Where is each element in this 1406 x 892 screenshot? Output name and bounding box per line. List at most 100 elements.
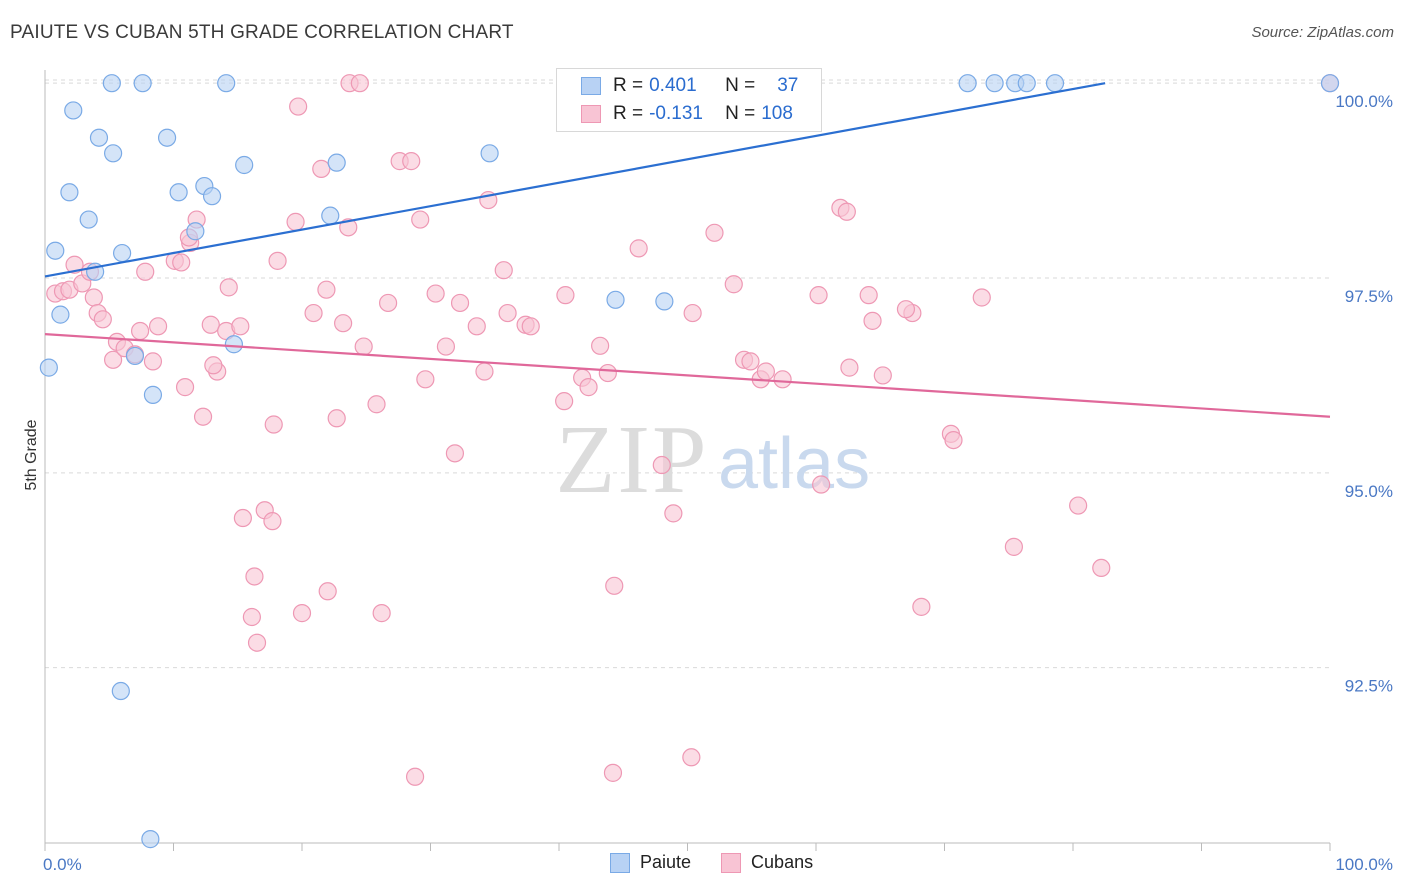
axes [44, 70, 1331, 851]
cubans-point [193, 407, 213, 426]
paiute-point [112, 243, 132, 263]
cubans-point [436, 337, 456, 356]
paiute-point [143, 385, 163, 404]
legend-n-value: 108 [761, 103, 793, 124]
paiute-point [89, 128, 109, 147]
paiute-point [60, 183, 79, 202]
cubans-point [318, 582, 337, 601]
cubans-point [683, 303, 702, 323]
legend: R = 0.401 N = 37 R = -0.131 N = 108 [556, 68, 822, 132]
cubans-point [605, 576, 624, 595]
paiute-point [1017, 74, 1036, 93]
cubans-point [494, 261, 513, 280]
cubans-point [756, 362, 775, 381]
paiute-point [51, 305, 70, 324]
x-tick-label: 100.0% [1335, 855, 1393, 874]
bottom-legend-cubans: Cubans [721, 852, 813, 873]
cubans-point [402, 152, 421, 171]
cubans-swatch [721, 852, 742, 873]
cubans-point [312, 159, 331, 178]
cubans-point [334, 314, 353, 333]
cubans-point [475, 362, 494, 381]
cubans-point [350, 74, 369, 93]
paiute-point [125, 346, 145, 366]
paiute-point [327, 153, 346, 172]
paiute-point [480, 144, 499, 163]
cubans-point [450, 293, 470, 313]
cubans-swatch [581, 105, 601, 123]
cubans-point [201, 315, 220, 334]
cubans-point [65, 255, 84, 274]
legend-row-cubans: R = -0.131 N = 108 [557, 100, 793, 128]
cubans-point [1069, 496, 1088, 515]
cubans-point [859, 286, 878, 305]
paiute-point [202, 187, 222, 206]
paiute-point [157, 128, 177, 147]
cubans-point [233, 508, 252, 528]
cubans-point [809, 286, 828, 305]
paiute-point [655, 292, 674, 311]
cubans-point [339, 218, 358, 237]
legend-n-value: 37 [777, 75, 799, 96]
cubans-point [837, 202, 856, 221]
cubans-point [840, 358, 859, 377]
cubans-point [1092, 558, 1111, 578]
cubans-point [498, 303, 517, 323]
cubans-point [598, 363, 617, 383]
cubans-point [705, 223, 724, 242]
trend-lines [44, 82, 1331, 418]
cubans-point [175, 378, 195, 397]
cubans-point [521, 317, 540, 336]
paiute-trend-line [44, 82, 1106, 278]
paiute-point [606, 290, 625, 309]
paiute-point [985, 74, 1004, 93]
cubans-point [104, 350, 123, 369]
cubans-point [629, 239, 648, 258]
cubans-point [873, 366, 892, 385]
y-tick-label: 100.0% [1335, 92, 1393, 111]
paiute-point [133, 74, 152, 93]
paiute-point [958, 74, 977, 93]
cubans-trend-line [44, 333, 1331, 418]
cubans-point [172, 253, 191, 272]
cubans-point [304, 303, 323, 323]
y-tick-label: 97.5% [1345, 287, 1393, 306]
paiute-point [64, 101, 83, 120]
cubans-point [682, 748, 701, 767]
legend-r-value: -0.131 [649, 103, 703, 124]
cubans-point [204, 356, 223, 375]
paiute-point [169, 183, 188, 202]
cubans-point [378, 293, 398, 313]
cubans-point [354, 337, 373, 356]
cubans-point [741, 352, 760, 371]
cubans-point [445, 444, 465, 463]
cubans-point [405, 767, 425, 786]
cubans-point [84, 288, 103, 307]
paiute-point [224, 335, 243, 354]
cubans-point [426, 284, 445, 303]
cubans-point [416, 370, 435, 389]
cubans-point [812, 475, 831, 494]
bottom-legend-label: Cubans [751, 852, 814, 872]
chart-title: PAIUTE VS CUBAN 5TH GRADE CORRELATION CH… [10, 22, 514, 43]
cubans-point [367, 395, 386, 414]
paiute-point [104, 144, 123, 163]
cubans-point [219, 278, 238, 297]
watermark-atlas: atlas [718, 424, 870, 504]
cubans-point [247, 633, 267, 652]
watermark-zip: ZIP [556, 406, 709, 514]
y-tick-label: 92.5% [1345, 677, 1393, 696]
cubans-point [912, 597, 931, 616]
cubans-point [773, 370, 792, 389]
y-tick-label: 95.0% [1345, 482, 1393, 501]
legend-r-label: R = [613, 75, 644, 96]
legend-n-label: N = [725, 103, 756, 124]
cubans-point [467, 317, 486, 336]
cubans-point [603, 763, 623, 782]
bottom-legend-paiute: Paiute [610, 852, 691, 873]
cubans-point [231, 317, 250, 336]
cubans-point [317, 280, 336, 299]
cubans-point [286, 212, 305, 231]
cubans-point [242, 607, 261, 627]
cubans-point [245, 567, 264, 586]
